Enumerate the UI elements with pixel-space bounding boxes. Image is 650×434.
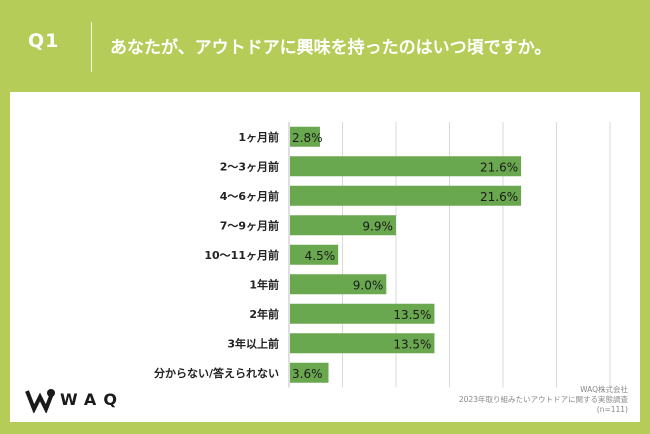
bar (290, 156, 522, 177)
waq-logo-icon (25, 389, 55, 413)
bar (290, 274, 387, 295)
value-label: 3.6% (292, 367, 323, 381)
header-divider (91, 22, 92, 72)
source-sample-size: (n=111) (596, 405, 628, 414)
value-label: 13.5% (393, 337, 431, 351)
category-label: 1年前 (249, 277, 279, 291)
value-label: 9.0% (353, 278, 384, 292)
category-label: 7〜9ヶ月前 (220, 218, 279, 232)
value-label: 13.5% (393, 308, 431, 322)
bar (290, 333, 435, 354)
bar (290, 215, 396, 236)
category-label: 10〜11ヶ月前 (204, 248, 279, 262)
bar (290, 244, 339, 265)
bar (290, 126, 320, 147)
header: Q1 あなたが、アウトドアに興味を持ったのはいつ頃ですか。 (0, 0, 650, 92)
value-label: 9.9% (362, 219, 393, 233)
source-note: WAQ株式会社 2023年取り組みたいアウトドアに関する実態調査 (n=111) (368, 385, 628, 415)
category-label: 3年以上前 (227, 336, 279, 350)
question-text: あなたが、アウトドアに興味を持ったのはいつ頃ですか。 (110, 38, 552, 58)
value-label: 4.5% (305, 249, 336, 263)
question-number: Q1 (28, 30, 60, 52)
logo-text: WAQ (60, 390, 124, 409)
category-label: 2年前 (249, 307, 279, 321)
value-label: 21.6% (480, 190, 518, 204)
value-label: 2.8% (292, 131, 323, 145)
category-label: 2〜3ヶ月前 (220, 159, 279, 173)
bar (290, 185, 522, 206)
bar (290, 303, 435, 324)
value-label: 21.6% (480, 160, 518, 174)
bar (290, 362, 329, 383)
category-label: 4〜6ヶ月前 (220, 189, 279, 203)
source-survey: 2023年取り組みたいアウトドアに関する実態調査 (458, 395, 628, 404)
category-label: 1ヶ月前 (238, 130, 279, 144)
source-company: WAQ株式会社 (580, 385, 628, 394)
category-label: 分からない/答えられない (154, 366, 279, 380)
